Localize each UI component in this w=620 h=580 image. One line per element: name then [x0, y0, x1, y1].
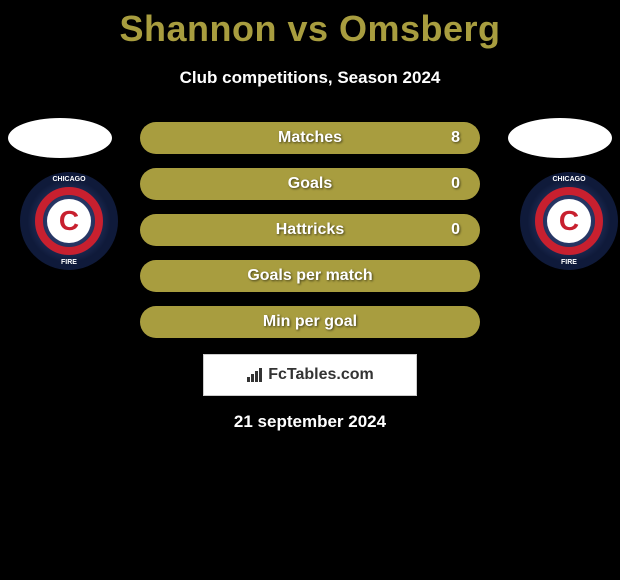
club-logo-letter: C — [547, 199, 591, 243]
player-avatar-right — [508, 118, 612, 158]
stat-value: 0 — [451, 175, 460, 193]
stat-row-goals-per-match: Goals per match — [140, 260, 480, 292]
watermark-text: FcTables.com — [268, 366, 374, 384]
club-logo-text-bottom: FIRE — [20, 259, 118, 266]
chart-icon — [246, 368, 264, 382]
stat-value: 0 — [451, 221, 460, 239]
stat-label: Goals — [288, 175, 332, 193]
club-logo-text-top: CHICAGO — [20, 176, 118, 183]
club-logo-text-top: CHICAGO — [520, 176, 618, 183]
stat-row-hattricks: Hattricks 0 — [140, 214, 480, 246]
stat-row-goals: Goals 0 — [140, 168, 480, 200]
page-title: Shannon vs Omsberg — [0, 0, 620, 50]
player-avatar-left — [8, 118, 112, 158]
stat-label: Min per goal — [263, 313, 357, 331]
stats-container: Matches 8 Goals 0 Hattricks 0 Goals per … — [140, 122, 480, 352]
stat-label: Matches — [278, 129, 342, 147]
club-logo-letter: C — [47, 199, 91, 243]
stat-row-min-per-goal: Min per goal — [140, 306, 480, 338]
watermark: FcTables.com — [203, 354, 417, 396]
stat-label: Hattricks — [276, 221, 344, 239]
stat-value: 8 — [451, 129, 460, 147]
club-logo-left: CHICAGO C FIRE — [20, 172, 118, 270]
club-logo-right: CHICAGO C FIRE — [520, 172, 618, 270]
subtitle: Club competitions, Season 2024 — [0, 68, 620, 88]
stat-row-matches: Matches 8 — [140, 122, 480, 154]
club-logo-text-bottom: FIRE — [520, 259, 618, 266]
stat-label: Goals per match — [247, 267, 372, 285]
date-text: 21 september 2024 — [0, 412, 620, 432]
